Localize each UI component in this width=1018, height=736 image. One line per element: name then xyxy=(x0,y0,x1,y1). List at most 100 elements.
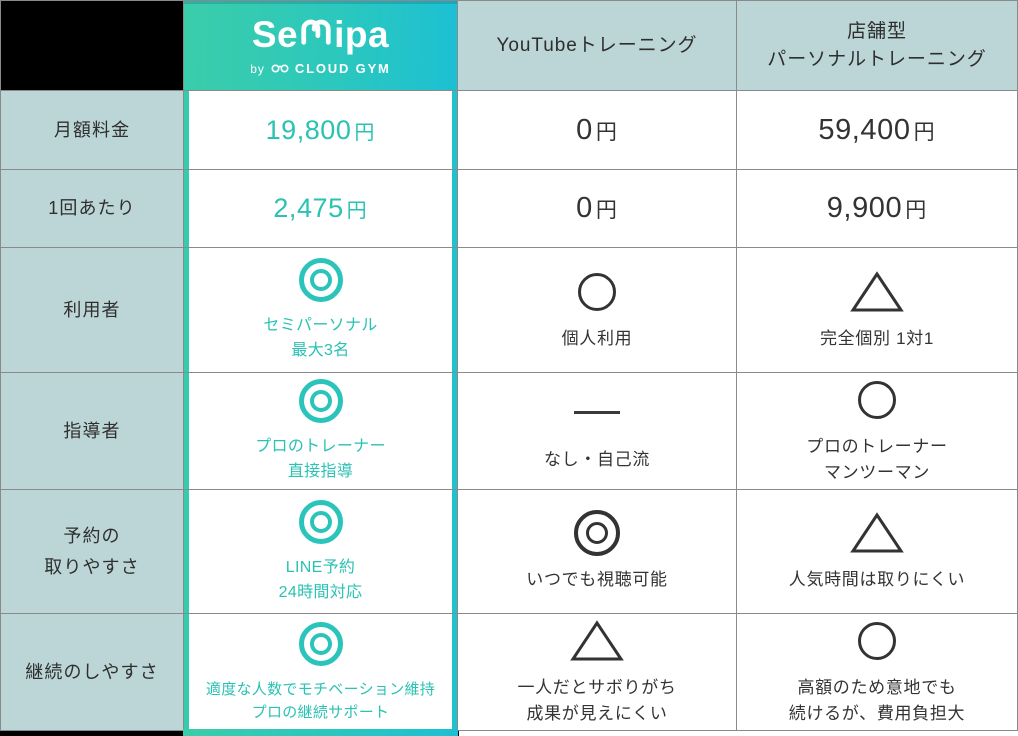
caption-line: 完全個別 1対1 xyxy=(819,328,935,348)
caption-line: 24時間対応 xyxy=(278,583,363,601)
youtube-continuity: 一人だとサボりがち 成果が見えにくい xyxy=(458,614,736,730)
store-per-session-price: 9,900 円 xyxy=(737,170,1017,247)
store-trainer: プロのトレーナー マンツーマン xyxy=(737,373,1017,489)
caption-line: プロの継続サポート xyxy=(251,704,390,721)
cloud-gym-icon xyxy=(271,62,289,76)
semipa-trainer: プロのトレーナー 直接指導 xyxy=(184,373,457,489)
rating-caption: プロのトレーナー マンツーマン xyxy=(806,434,947,487)
semipa-monthly-price: 19,800 円 xyxy=(184,91,457,169)
circle-icon xyxy=(578,272,616,311)
youtube-monthly-price: 0 円 xyxy=(458,91,736,169)
price: 0 円 xyxy=(576,114,618,147)
double-circle-icon xyxy=(298,258,343,303)
rating-icon-box xyxy=(298,256,343,304)
store-continuity: 高額のため意地でも 続けるが、費用負担大 xyxy=(737,614,1017,730)
price: 2,475 円 xyxy=(273,193,367,224)
price-amount: 0 xyxy=(576,113,593,146)
double-circle-icon xyxy=(298,621,343,666)
price: 9,900 円 xyxy=(827,192,928,225)
row-label-monthly-price: 月額料金 xyxy=(1,91,183,169)
caption-line: 高額のため意地でも xyxy=(797,677,957,697)
caption-line: マンツーマン xyxy=(823,463,931,482)
semipa-per-session-price: 2,475 円 xyxy=(184,170,457,247)
store-monthly-price: 59,400 円 xyxy=(737,91,1017,169)
rating-caption: 一人だとサボりがち 成果が見えにくい xyxy=(517,675,676,728)
double-circle-icon xyxy=(574,510,620,557)
store-users: 完全個別 1対1 xyxy=(737,248,1017,372)
youtube-users: 個人利用 xyxy=(458,248,736,372)
youtube-trainer: なし・自己流 xyxy=(458,373,736,489)
rating-caption: 完全個別 1対1 xyxy=(820,326,934,352)
price-unit: 円 xyxy=(595,120,618,144)
rating-caption: 適度な人数でモチベーション維持 プロの継続サポート xyxy=(206,678,435,725)
caption-line: 人気時間は取りにくい xyxy=(788,570,966,590)
caption-line: セミパーソナル xyxy=(263,317,378,335)
brand-logo-suffix: ipa xyxy=(334,14,390,55)
brand-by-label: by xyxy=(250,61,265,76)
caption-line: 直接指導 xyxy=(287,463,354,480)
rating-icon-box xyxy=(574,389,620,437)
rating-icon-box xyxy=(850,509,904,557)
caption-line: いつでも視聴可能 xyxy=(526,570,668,590)
price-amount: 19,800 xyxy=(265,114,352,145)
semipa-continuity: 適度な人数でモチベーション維持 プロの継続サポート xyxy=(184,614,457,730)
rating-caption: LINE予約 24時間対応 xyxy=(279,556,363,606)
price: 59,400 円 xyxy=(818,114,935,147)
row-label-text: 継続のしやすさ xyxy=(25,661,159,682)
row-label-continuity: 継続のしやすさ xyxy=(1,614,183,730)
row-label-text: 1回あたり xyxy=(48,198,136,219)
brand-company-label: CLOUD GYM xyxy=(294,61,391,76)
caption-line: 成果が見えにくい xyxy=(526,704,668,723)
rating-icon-box xyxy=(298,620,343,668)
youtube-reservation: いつでも視聴可能 xyxy=(458,490,736,613)
price-unit: 円 xyxy=(346,200,368,222)
price-unit: 円 xyxy=(905,199,928,222)
caption-line: プロのトレーナー xyxy=(806,436,948,456)
rating-caption: いつでも視聴可能 xyxy=(526,567,667,593)
double-circle-icon xyxy=(298,499,343,544)
caption-line: 適度な人数でモチベーション維持 xyxy=(205,680,436,698)
price-amount: 9,900 xyxy=(826,192,903,224)
triangle-icon xyxy=(570,619,624,661)
rating-icon-box xyxy=(858,617,896,665)
rating-caption: プロのトレーナー 直接指導 xyxy=(255,435,386,485)
row-label-text: 取りやすさ xyxy=(44,556,140,577)
price-unit: 円 xyxy=(354,121,376,144)
row-label-text: 予約の xyxy=(63,525,121,546)
rating-caption: 個人利用 xyxy=(562,326,633,352)
youtube-per-session-price: 0 円 xyxy=(458,170,736,247)
dash-icon xyxy=(574,411,620,415)
price-unit: 円 xyxy=(595,199,618,222)
rating-caption: 人気時間は取りにくい xyxy=(789,567,965,593)
rating-icon-box xyxy=(574,509,620,557)
price-amount: 59,400 xyxy=(818,113,911,146)
column-header-label: YouTubeトレーニング xyxy=(496,34,698,56)
row-label-text: 利用者 xyxy=(63,299,121,320)
semipa-users: セミパーソナル 最大3名 xyxy=(184,248,457,372)
rating-icon-box xyxy=(858,376,896,424)
brand-header-semipa: Se ipa by CLOUD G xyxy=(184,1,457,90)
row-label-reservation: 予約の 取りやすさ xyxy=(1,490,183,613)
caption-line: 続けるが、費用負担大 xyxy=(788,704,966,723)
caption-line: なし・自己流 xyxy=(543,449,651,469)
store-reservation: 人気時間は取りにくい xyxy=(737,490,1017,613)
brand-logo: Se ipa xyxy=(252,15,389,53)
brand-byline: by CLOUD GYM xyxy=(250,61,390,76)
rating-caption: セミパーソナル 最大3名 xyxy=(263,314,377,364)
brand-m-icon xyxy=(299,15,333,52)
triangle-icon xyxy=(850,271,904,312)
triangle-icon xyxy=(850,512,904,553)
row-label-trainer: 指導者 xyxy=(1,373,183,489)
caption-line: LINE予約 xyxy=(285,558,356,576)
row-label-users: 利用者 xyxy=(1,248,183,372)
price-amount: 2,475 xyxy=(273,193,344,223)
rating-icon-box xyxy=(298,498,343,546)
column-header-line1: 店舗型 xyxy=(847,20,907,42)
semipa-column-bottom-border xyxy=(183,729,458,736)
brand-logo-prefix: Se xyxy=(251,14,299,55)
rating-icon-box xyxy=(298,377,343,425)
caption-line: 一人だとサボりがち xyxy=(517,677,677,697)
semipa-reservation: LINE予約 24時間対応 xyxy=(184,490,457,613)
